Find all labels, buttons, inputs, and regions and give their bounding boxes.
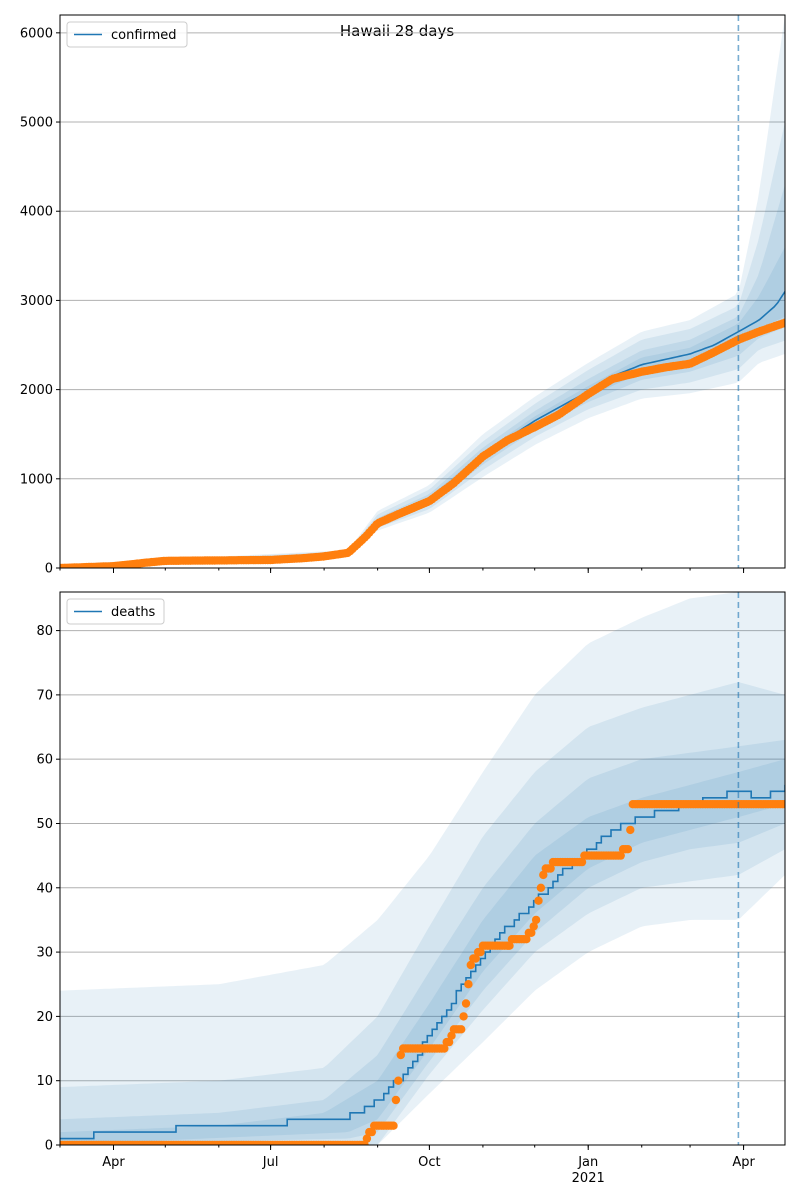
model-line bbox=[60, 784, 785, 1140]
y-tick-label: 40 bbox=[36, 881, 53, 896]
observed-point bbox=[623, 845, 633, 854]
y-tick-label: 3000 bbox=[20, 294, 53, 309]
observed-point bbox=[780, 800, 785, 809]
observed-point bbox=[529, 922, 538, 931]
legend: deaths bbox=[66, 598, 165, 625]
legend-label: deaths bbox=[111, 605, 156, 620]
legend: confirmed bbox=[66, 21, 188, 48]
observed-point bbox=[394, 1076, 403, 1085]
y-tick-label: 0 bbox=[45, 562, 53, 577]
uncertainty-band bbox=[60, 682, 785, 1145]
observed-point bbox=[391, 1095, 401, 1105]
x-tick-year-label: 2021 bbox=[572, 1171, 605, 1186]
observed-point bbox=[362, 1134, 372, 1143]
confirmed-panel: 0 1000 2000 3000 4000 5000 6000 confirmed bbox=[20, 14, 786, 577]
observed-point bbox=[539, 870, 548, 880]
y-tick-label: 6000 bbox=[20, 26, 53, 41]
x-tick-label: Apr bbox=[102, 1155, 125, 1170]
x-tick-label: Apr bbox=[732, 1155, 755, 1170]
y-tick-label: 20 bbox=[36, 1010, 53, 1025]
legend-label: confirmed bbox=[111, 28, 177, 43]
observed-point bbox=[440, 1044, 449, 1053]
observed-point bbox=[464, 980, 473, 989]
observed-point bbox=[577, 857, 587, 867]
y-tick-label: 1000 bbox=[20, 472, 53, 487]
observed-point bbox=[447, 1031, 456, 1040]
observed-point bbox=[367, 1127, 376, 1137]
x-tick-label: Jul bbox=[262, 1155, 279, 1170]
observed-point bbox=[536, 883, 546, 892]
observed-point bbox=[396, 1050, 405, 1060]
legend-box bbox=[66, 21, 188, 48]
observed-point bbox=[476, 947, 485, 957]
y-tick-label: 0 bbox=[45, 1139, 53, 1154]
observed-point bbox=[471, 954, 480, 963]
observed-point bbox=[527, 928, 536, 937]
legend-box bbox=[66, 598, 165, 625]
observed-point bbox=[459, 1012, 468, 1021]
y-tick-label: 4000 bbox=[20, 205, 53, 220]
observed-point bbox=[780, 318, 785, 327]
observed-point bbox=[531, 915, 541, 925]
axes-frame bbox=[59, 14, 786, 569]
observed-point bbox=[534, 896, 543, 905]
uncertainty-band bbox=[60, 122, 785, 568]
observed-point bbox=[389, 1121, 398, 1130]
observed-point bbox=[546, 864, 555, 873]
y-tick-label: 2000 bbox=[20, 383, 53, 398]
y-tick-label: 10 bbox=[36, 1074, 53, 1089]
observed-point bbox=[522, 935, 531, 944]
x-tick-label: Oct bbox=[418, 1155, 440, 1170]
uncertainty-band bbox=[60, 739, 785, 1145]
observed-point bbox=[466, 960, 475, 970]
observed-point bbox=[457, 1025, 466, 1034]
y-tick-label: 60 bbox=[36, 753, 53, 768]
y-tick-label: 50 bbox=[36, 817, 53, 832]
figure-title: Hawaii 28 days bbox=[340, 22, 454, 40]
observed-point bbox=[461, 999, 471, 1008]
observed-point bbox=[616, 851, 625, 860]
uncertainty-band bbox=[60, 592, 785, 1145]
y-tick-label: 30 bbox=[36, 946, 53, 961]
axes-frame bbox=[59, 591, 786, 1146]
plot-area bbox=[60, 592, 785, 1145]
y-tick-label: 80 bbox=[36, 624, 53, 639]
observed-point bbox=[626, 825, 635, 835]
y-tick-label: 5000 bbox=[20, 116, 53, 131]
x-tick-label: Jan bbox=[577, 1155, 598, 1170]
observed-point bbox=[444, 1037, 454, 1047]
observed-point bbox=[505, 941, 514, 950]
y-tick-label: 70 bbox=[36, 688, 53, 703]
plot-area bbox=[60, 15, 785, 568]
